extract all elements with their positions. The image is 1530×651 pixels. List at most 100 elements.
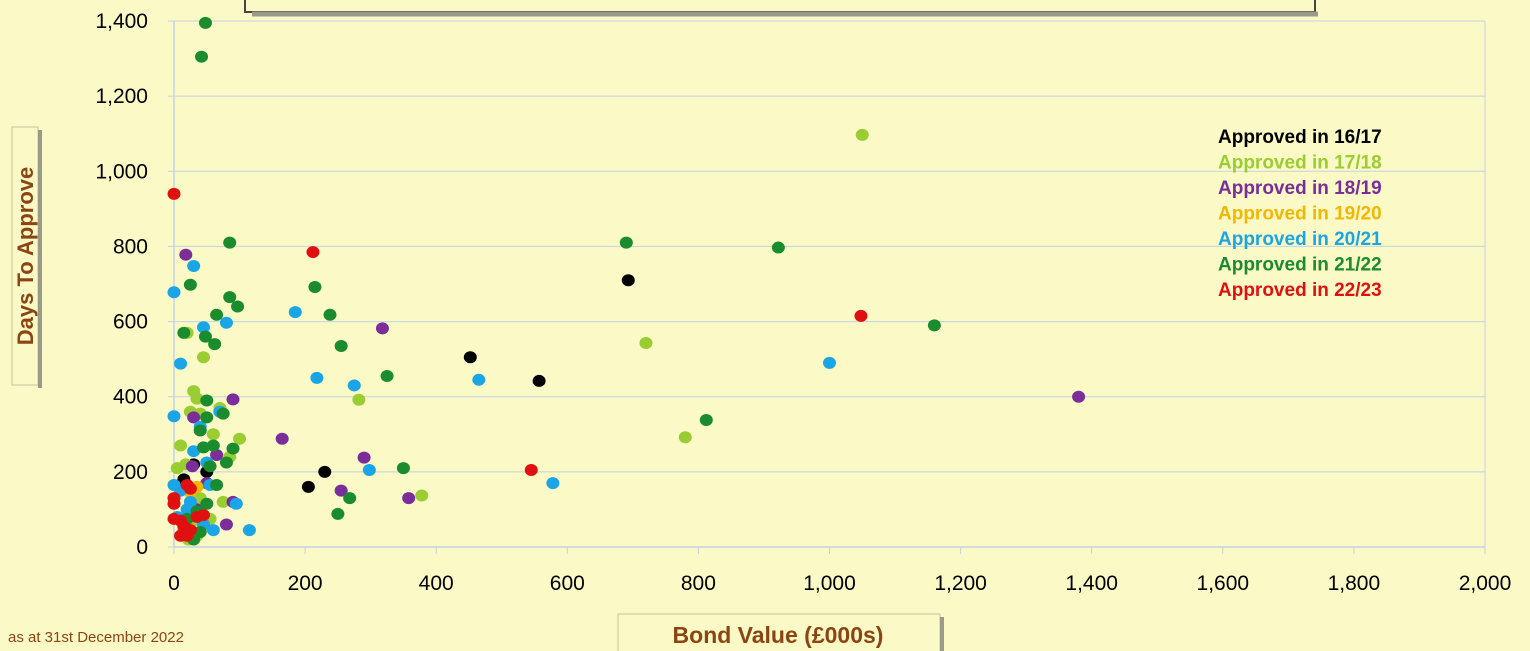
y-tick-label: 1,200: [95, 85, 148, 108]
legend-entry: Approved in 18/19: [1218, 178, 1382, 199]
data-point-series-5: [334, 339, 348, 352]
legend: Approved in 16/17 Approved in 17/18 Approv…: [1218, 127, 1382, 301]
data-point-series-0: [532, 374, 546, 387]
data-point-series-0: [463, 351, 477, 364]
data-point-series-4: [196, 321, 210, 334]
x-tick-label: 1,000: [803, 572, 856, 595]
data-point-series-5: [193, 424, 207, 437]
data-point-series-2: [402, 492, 416, 505]
data-point-series-5: [323, 308, 337, 321]
y-tick-label: 0: [136, 536, 148, 559]
data-point-series-6: [167, 187, 181, 200]
data-point-series-1: [639, 336, 653, 349]
legend-entry: Approved in 21/22: [1218, 255, 1382, 276]
data-point-series-5: [771, 241, 785, 254]
y-tick-label: 1,400: [95, 10, 148, 33]
data-point-series-4: [288, 306, 302, 319]
data-point-series-4: [187, 259, 201, 272]
x-axis-title-box: Bond Value (£000s): [617, 613, 944, 651]
data-point-series-2: [185, 460, 199, 473]
data-point-series-2: [226, 393, 240, 406]
data-point-series-5: [183, 278, 197, 291]
data-point-series-4: [167, 286, 181, 299]
data-point-series-4: [183, 495, 197, 508]
data-point-series-4: [242, 524, 256, 537]
data-point-series-5: [223, 291, 237, 304]
x-tick-label: 2,000: [1459, 572, 1512, 595]
data-point-series-1: [206, 428, 220, 441]
data-point-series-4: [219, 316, 233, 329]
data-point-series-2: [179, 248, 193, 261]
footnote: as at 31st December 2022: [8, 629, 184, 646]
axes: [173, 21, 1486, 554]
data-points: [167, 16, 1086, 546]
x-tick-label: 1,400: [1065, 572, 1118, 595]
y-tick-labels: 0 200 400 600 800 1,000 1,200 1,400: [95, 10, 148, 559]
data-point-series-4: [546, 477, 560, 490]
x-tick-label: 400: [419, 572, 454, 595]
data-point-series-1: [174, 439, 188, 452]
x-tick-label: 1,800: [1328, 572, 1381, 595]
data-point-series-2: [275, 432, 289, 445]
data-point-series-1: [216, 495, 230, 508]
x-tick-label: 800: [681, 572, 716, 595]
data-point-series-5: [195, 50, 209, 63]
x-tick-label: 600: [550, 572, 585, 595]
y-tick-label: 800: [113, 235, 148, 258]
data-point-series-5: [198, 16, 212, 29]
data-point-series-5: [380, 370, 394, 383]
data-point-series-5: [210, 308, 224, 321]
data-point-series-4: [362, 463, 376, 476]
data-point-series-5: [208, 338, 222, 351]
y-tick-label: 400: [113, 386, 148, 409]
data-point-series-1: [233, 432, 247, 445]
data-point-series-5: [200, 394, 214, 407]
data-point-series-5: [177, 326, 191, 339]
legend-entry: Approved in 19/20: [1218, 204, 1382, 225]
data-point-series-2: [210, 448, 224, 461]
y-tick-label: 200: [113, 461, 148, 484]
data-point-series-5: [231, 300, 245, 313]
data-point-series-2: [1072, 390, 1086, 403]
data-point-series-4: [472, 373, 486, 386]
data-point-series-5: [619, 236, 633, 249]
data-point-series-2: [375, 322, 389, 335]
data-point-series-2: [219, 518, 233, 531]
y-axis-title: Days To Approve: [13, 167, 38, 345]
data-point-series-4: [206, 524, 220, 537]
data-point-series-2: [334, 484, 348, 497]
data-point-series-1: [352, 393, 366, 406]
data-point-series-5: [196, 441, 210, 454]
data-point-series-6: [196, 509, 210, 522]
data-point-series-2: [357, 451, 371, 464]
data-point-series-4: [310, 371, 324, 384]
legend-entry: Approved in 22/23: [1218, 280, 1382, 301]
data-point-series-0: [621, 274, 635, 287]
data-point-series-5: [226, 442, 240, 455]
data-point-series-4: [347, 379, 361, 392]
grid: [168, 20, 1486, 548]
data-point-series-5: [308, 281, 322, 294]
data-point-series-6: [183, 482, 197, 495]
data-point-series-5: [331, 507, 345, 520]
data-point-series-5: [223, 236, 237, 249]
data-point-series-4: [823, 356, 836, 369]
data-point-series-4: [187, 445, 201, 458]
y-axis-title-box: Days To Approve: [11, 126, 42, 388]
x-tick-label: 0: [168, 572, 180, 595]
data-point-series-1: [415, 489, 429, 502]
data-point-series-6: [524, 463, 538, 476]
x-tick-labels: 0 200 400 600 800 1,000 1,200 1,400 1,600 1,800 2,…: [168, 572, 1511, 595]
data-point-series-6: [854, 309, 868, 322]
data-point-series-5: [200, 411, 214, 424]
data-point-series-4: [167, 479, 181, 492]
title-box: [244, 0, 1316, 13]
x-tick-label: 1,200: [934, 572, 987, 595]
data-point-series-5: [343, 492, 357, 505]
data-point-series-5: [203, 460, 217, 473]
x-tick-label: 1,600: [1197, 572, 1250, 595]
data-point-series-5: [699, 414, 713, 427]
x-axis-title: Bond Value (£000s): [673, 622, 884, 648]
